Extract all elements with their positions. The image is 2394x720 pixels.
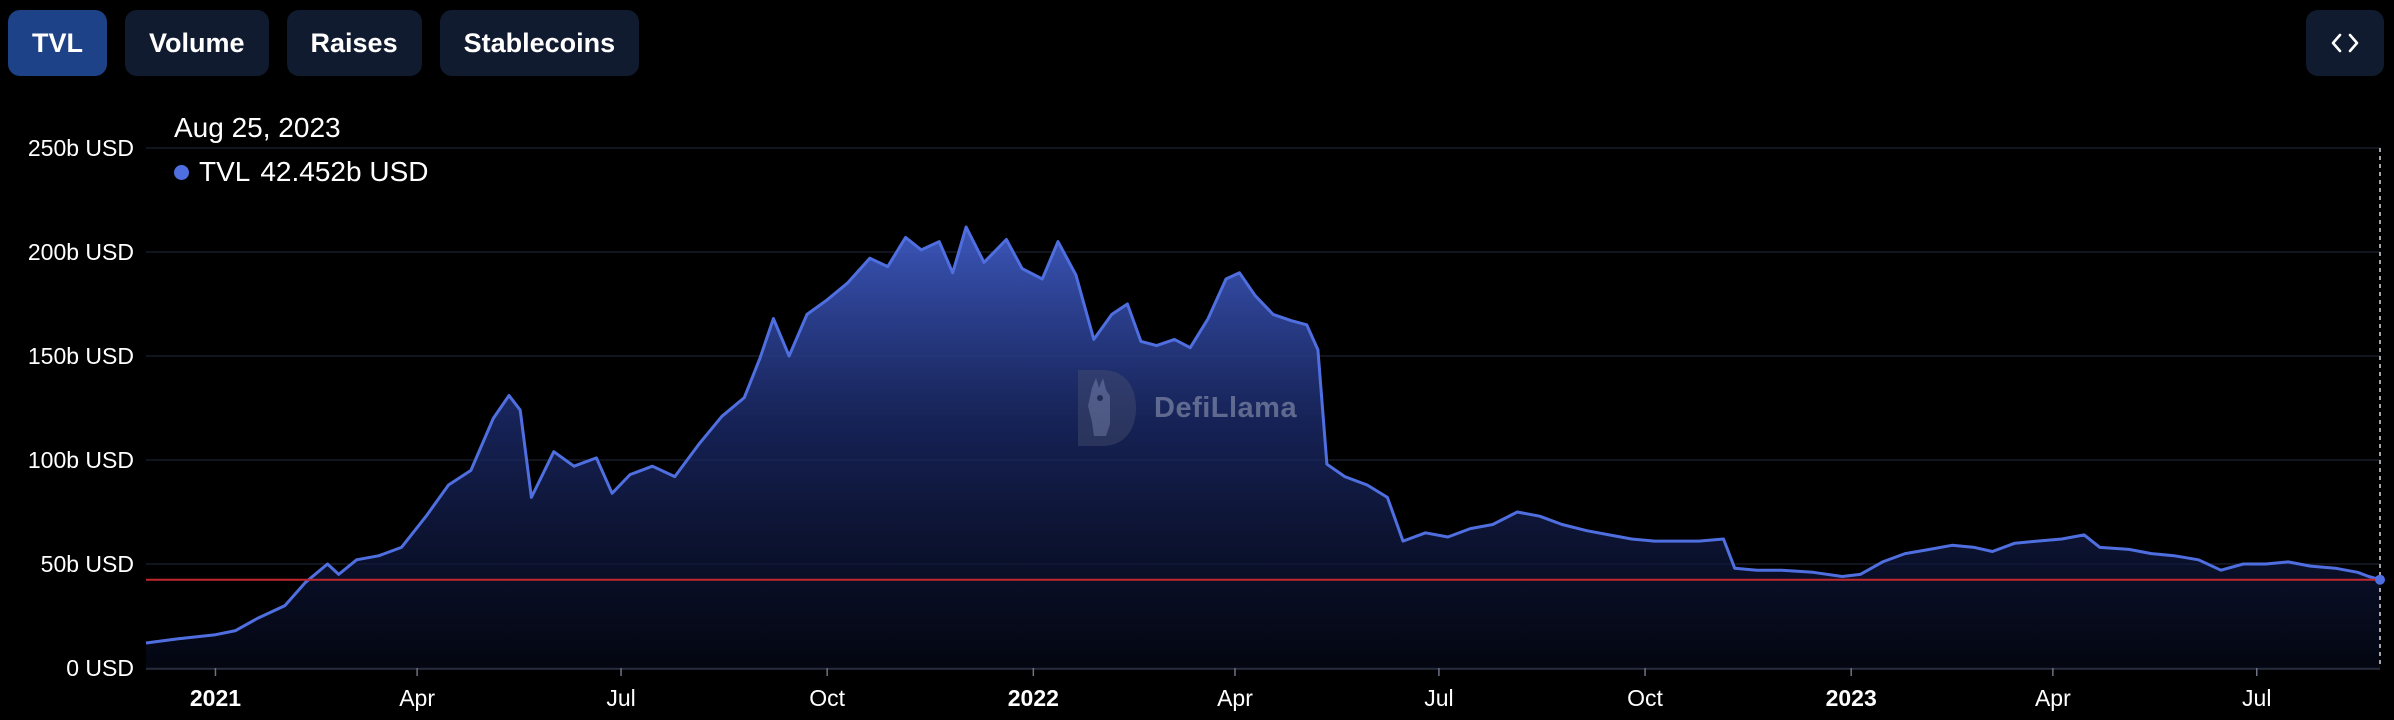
- tooltip-row: TVL 42.452b USD: [174, 156, 428, 188]
- y-axis: 0 USD 50b USD 100b USD 150b USD 200b USD 250b…: [28, 135, 134, 681]
- x-tick-label: Apr: [399, 685, 435, 711]
- x-tick-label: 2022: [1008, 685, 1059, 711]
- series-dot: [174, 164, 189, 180]
- watermark-text: DefiLlama: [1154, 391, 1298, 424]
- y-tick-label: 0 USD: [66, 655, 134, 681]
- tooltip-value: 42.452b USD: [260, 156, 429, 187]
- tooltip-series-name: TVL: [199, 156, 251, 187]
- y-tick-label: 200b USD: [28, 239, 134, 265]
- x-tick-label: Oct: [809, 685, 845, 711]
- llama-logo-icon: [1078, 370, 1136, 446]
- code-brackets-icon: [2331, 33, 2359, 53]
- x-tick-label: Jul: [606, 685, 635, 711]
- x-tick-label: Apr: [2035, 685, 2071, 711]
- y-tick-label: 50b USD: [41, 551, 134, 577]
- x-tick-label: 2021: [190, 685, 241, 711]
- hover-point: [2375, 574, 2385, 585]
- x-tick-label: Jul: [2242, 685, 2271, 711]
- tooltip-date: Aug 25, 2023: [174, 112, 341, 143]
- tab-tvl[interactable]: TVL: [8, 10, 107, 76]
- x-tick-label: Apr: [1217, 685, 1253, 711]
- tvl-series-line: [145, 225, 2381, 645]
- tab-stablecoins[interactable]: Stablecoins: [439, 10, 640, 76]
- x-axis: 2021 Apr Jul Oct 2022 Apr Jul Oct 2023 Apr Jul: [146, 668, 2380, 711]
- tab-volume[interactable]: Volume: [125, 10, 269, 76]
- overlay-layer: [146, 148, 2385, 668]
- y-tick-label: 250b USD: [28, 135, 134, 161]
- embed-button[interactable]: [2306, 10, 2384, 76]
- area-layer: [145, 225, 2381, 668]
- y-tick-label: 150b USD: [28, 343, 134, 369]
- y-tick-label: 100b USD: [28, 447, 134, 473]
- tab-raises[interactable]: Raises: [286, 10, 422, 76]
- x-tick-label: 2023: [1826, 685, 1877, 711]
- watermark: DefiLlama: [1072, 366, 1297, 450]
- tvl-area: [146, 227, 2380, 668]
- x-tick-label: Oct: [1627, 685, 1663, 711]
- x-tick-label: Jul: [1424, 685, 1453, 711]
- chart-tab-bar: TVL Volume Raises Stablecoins: [8, 10, 640, 76]
